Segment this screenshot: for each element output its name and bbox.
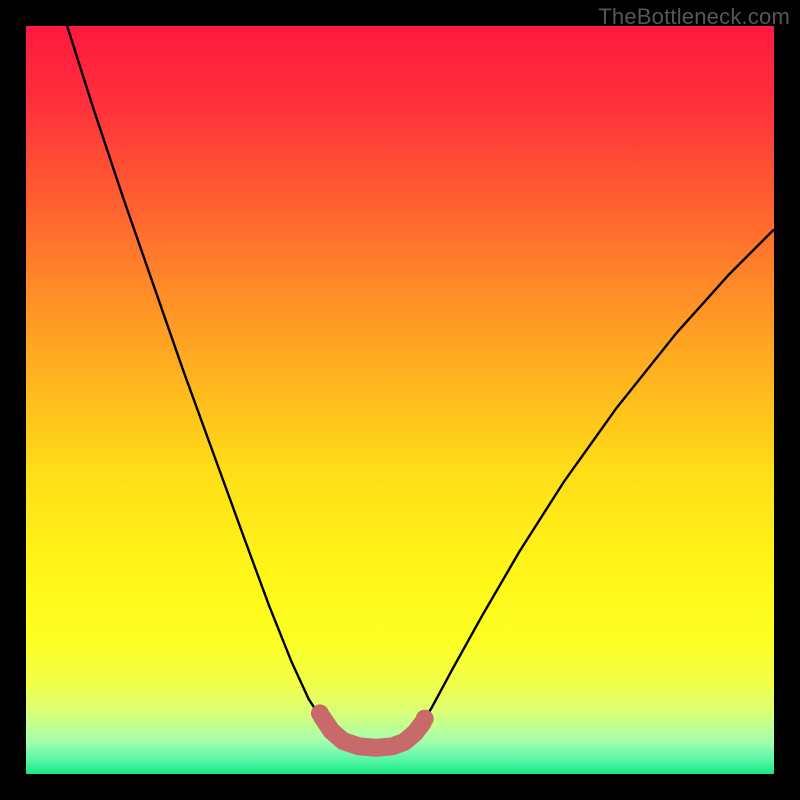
endpoint-dot: [311, 704, 329, 722]
gradient-background: [26, 26, 774, 774]
endpoint-dot: [416, 710, 434, 728]
chart-frame: TheBottleneck.com: [0, 0, 800, 800]
plot-area: [26, 26, 774, 774]
plot-svg: [26, 26, 774, 774]
watermark-text: TheBottleneck.com: [598, 4, 790, 30]
